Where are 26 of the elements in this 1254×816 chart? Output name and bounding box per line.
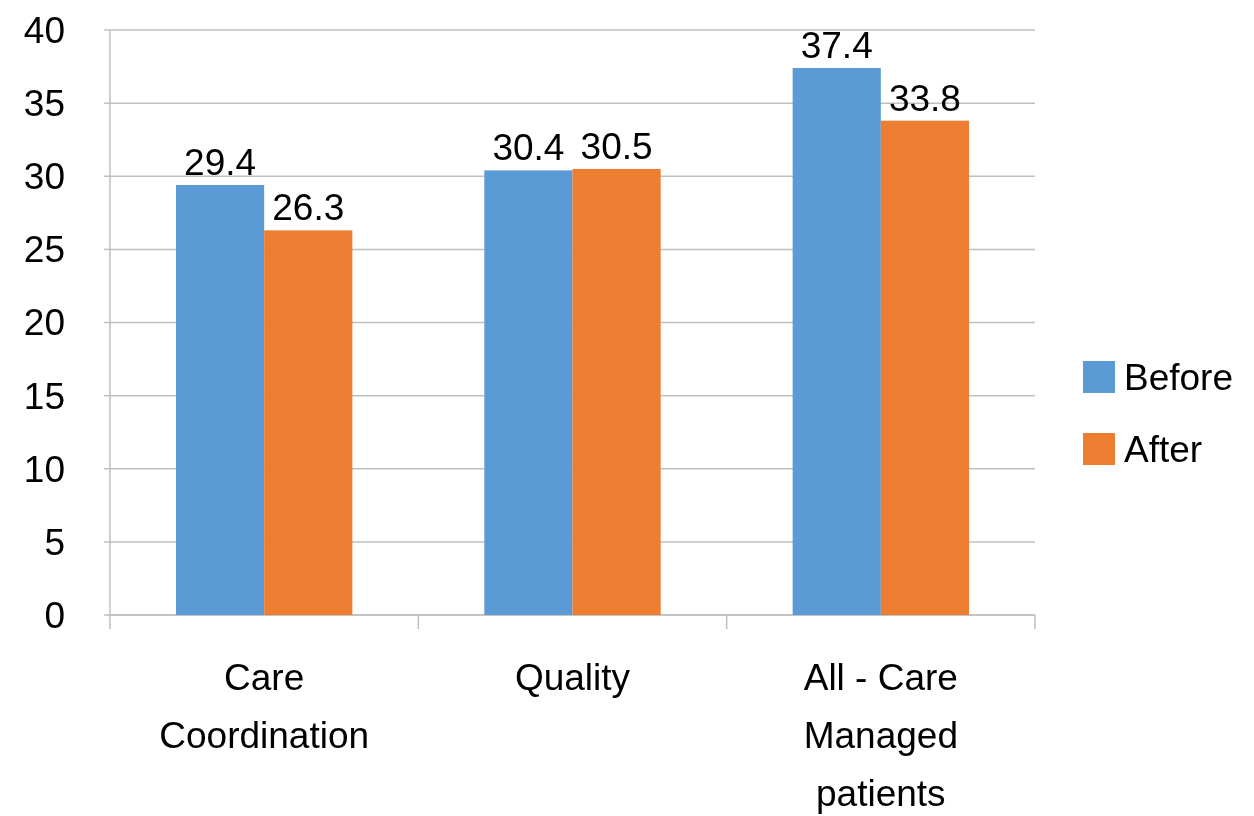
y-tick-label: 35 [23,83,65,125]
data-label: 30.4 [492,127,565,169]
bar [572,168,661,615]
x-tick-label: All - Care Managed patients [803,657,958,814]
y-tick-label: 10 [23,448,65,490]
x-tick-label: Quality [514,657,631,698]
data-label: 33.8 [888,77,961,119]
data-label: 37.4 [800,25,873,67]
y-tick-label: 20 [23,302,65,344]
bar [264,230,353,615]
bar [880,120,970,615]
bar [175,185,265,615]
data-label: 30.5 [580,125,653,167]
bar [484,170,573,615]
data-label: 29.4 [184,142,257,184]
y-tick-label: 5 [44,521,65,563]
y-tick-label: 0 [44,594,65,636]
y-tick-label: 30 [23,156,65,198]
legend-label: After [1124,428,1203,470]
y-tick-label: 40 [23,9,65,51]
y-tick-label: 15 [23,375,65,417]
x-tick-label: Care Coordination [159,657,370,756]
legend-label: Before [1124,356,1234,398]
y-tick-label: 25 [23,229,65,271]
data-label: 26.3 [272,187,345,229]
bar [792,68,881,615]
